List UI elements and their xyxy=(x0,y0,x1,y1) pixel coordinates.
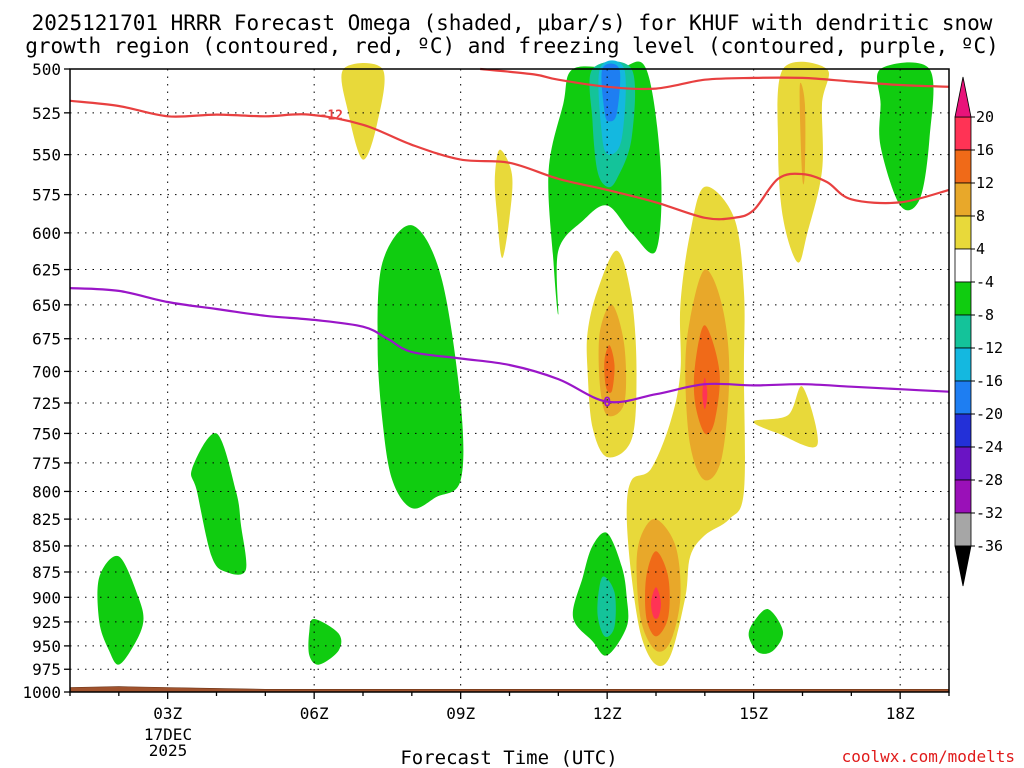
y-tick-label-975: 975 xyxy=(32,660,61,679)
date-label-line-2: 2025 xyxy=(149,741,188,760)
y-tick-label-900: 900 xyxy=(32,588,61,607)
colorbar-label-3: 8 xyxy=(976,207,985,225)
colorbar-segment-4 xyxy=(954,248,972,283)
y-tick-label-575: 575 xyxy=(32,186,61,205)
y-tick-label-1000: 1000 xyxy=(22,683,61,702)
omega-region-6 xyxy=(308,618,342,665)
y-tick-label-825: 825 xyxy=(32,510,61,529)
x-axis-title: Forecast Time (UTC) xyxy=(400,747,617,768)
omega-region-13 xyxy=(702,377,708,410)
y-tick-label-500: 500 xyxy=(32,60,61,79)
x-tick-label-9: 09Z xyxy=(446,704,475,723)
y-tick-label-650: 650 xyxy=(32,296,61,315)
omega-region-19 xyxy=(753,386,818,448)
colorbar-label-10: -24 xyxy=(976,438,1003,456)
y-tick-label-925: 925 xyxy=(32,613,61,632)
colorbar-label-2: 12 xyxy=(976,174,994,192)
omega-region-1 xyxy=(548,61,662,315)
y-tick-label-775: 775 xyxy=(32,454,61,473)
y-tick-label-600: 600 xyxy=(32,224,61,243)
colorbar-label-5: -4 xyxy=(976,273,994,291)
omega-region-26 xyxy=(601,63,621,122)
omega-region-12 xyxy=(693,325,720,435)
dgz-contour-label: -12 xyxy=(320,109,343,124)
x-tick-label-3: 03Z xyxy=(153,704,182,723)
date-label-line-1: 17DEC xyxy=(144,725,192,744)
colorbar-segment-1 xyxy=(954,149,972,184)
y-tick-label-550: 550 xyxy=(32,146,61,165)
colorbar-label-7: -12 xyxy=(976,339,1003,357)
y-tick-label-750: 750 xyxy=(32,424,61,443)
colorbar-segment-6 xyxy=(954,314,972,349)
omega-region-2 xyxy=(494,149,513,258)
colorbar-segment-7 xyxy=(954,347,972,382)
colorbar-label-0: 20 xyxy=(976,108,994,126)
y-tick-label-800: 800 xyxy=(32,482,61,501)
y-tick-label-875: 875 xyxy=(32,563,61,582)
dgz-contour-line xyxy=(69,99,950,221)
colorbar-segment-11 xyxy=(954,479,972,514)
colorbar-segment-10 xyxy=(954,446,972,481)
colorbar-label-6: -8 xyxy=(976,306,994,324)
credit-text: coolwx.com/modelts xyxy=(842,747,1015,766)
omega-region-4 xyxy=(191,433,247,575)
omega-region-22 xyxy=(799,82,806,185)
y-tick-label-950: 950 xyxy=(32,637,61,656)
omega-region-5 xyxy=(97,555,144,665)
x-tick-label-12: 12Z xyxy=(593,704,622,723)
colorbar-label-13: -36 xyxy=(976,537,1003,555)
y-tick-label-675: 675 xyxy=(32,330,61,349)
freezing-level-label: 0 xyxy=(603,396,611,411)
colorbar-label-11: -28 xyxy=(976,471,1003,489)
omega-region-20 xyxy=(748,609,784,654)
omega-region-9 xyxy=(604,345,615,393)
y-axis: 500 525 550 575 600 625 650 675 700 725 750 775 800 8… xyxy=(22,60,70,702)
x-tick-label-6: 06Z xyxy=(300,704,329,723)
y-tick-label-625: 625 xyxy=(32,261,61,280)
colorbar-segment-9 xyxy=(954,413,972,448)
colorbar-top-arrow xyxy=(954,76,972,118)
x-axis: 03Z 06Z 09Z 12Z 15Z 18Z xyxy=(69,692,950,723)
colorbar-bottom-arrow xyxy=(954,545,972,587)
colorbar-segment-0 xyxy=(954,116,972,151)
y-tick-label-725: 725 xyxy=(32,394,61,413)
chart-title-line-1: 2025121701 HRRR Forecast Omega (shaded, … xyxy=(32,11,993,35)
freezing-level-line xyxy=(69,287,950,404)
colorbar-label-8: -16 xyxy=(976,372,1003,390)
colorbar-segment-3 xyxy=(954,215,972,250)
x-tick-label-18: 18Z xyxy=(886,704,915,723)
y-tick-label-525: 525 xyxy=(32,104,61,123)
colorbar-segment-12 xyxy=(954,512,972,547)
colorbar-label-9: -20 xyxy=(976,405,1003,423)
colorbar-label-1: 16 xyxy=(976,141,994,159)
dgz-contour-upper-line xyxy=(480,67,950,91)
colorbar-label-12: -32 xyxy=(976,504,1003,522)
omega-region-3 xyxy=(377,225,464,509)
chart-title-line-2: growth region (contoured, red, ºC) and f… xyxy=(25,34,999,58)
y-tick-label-850: 850 xyxy=(32,537,61,556)
colorbar-segment-8 xyxy=(954,380,972,415)
omega-region-0 xyxy=(341,62,385,160)
contour-layer: -12 0 xyxy=(69,67,950,411)
omega-region-23 xyxy=(877,62,934,211)
omega-region-16 xyxy=(651,587,661,619)
colorbar-label-4: 4 xyxy=(976,240,985,258)
colorbar-segment-5 xyxy=(954,281,972,316)
y-tick-label-700: 700 xyxy=(32,362,61,381)
x-tick-label-15: 15Z xyxy=(739,704,768,723)
colorbar-segment-2 xyxy=(954,182,972,217)
colorbar: 20 16 12 8 4 -4 -8 -12 -16 -20 -24 -28 -32 -36 xyxy=(954,76,1003,587)
